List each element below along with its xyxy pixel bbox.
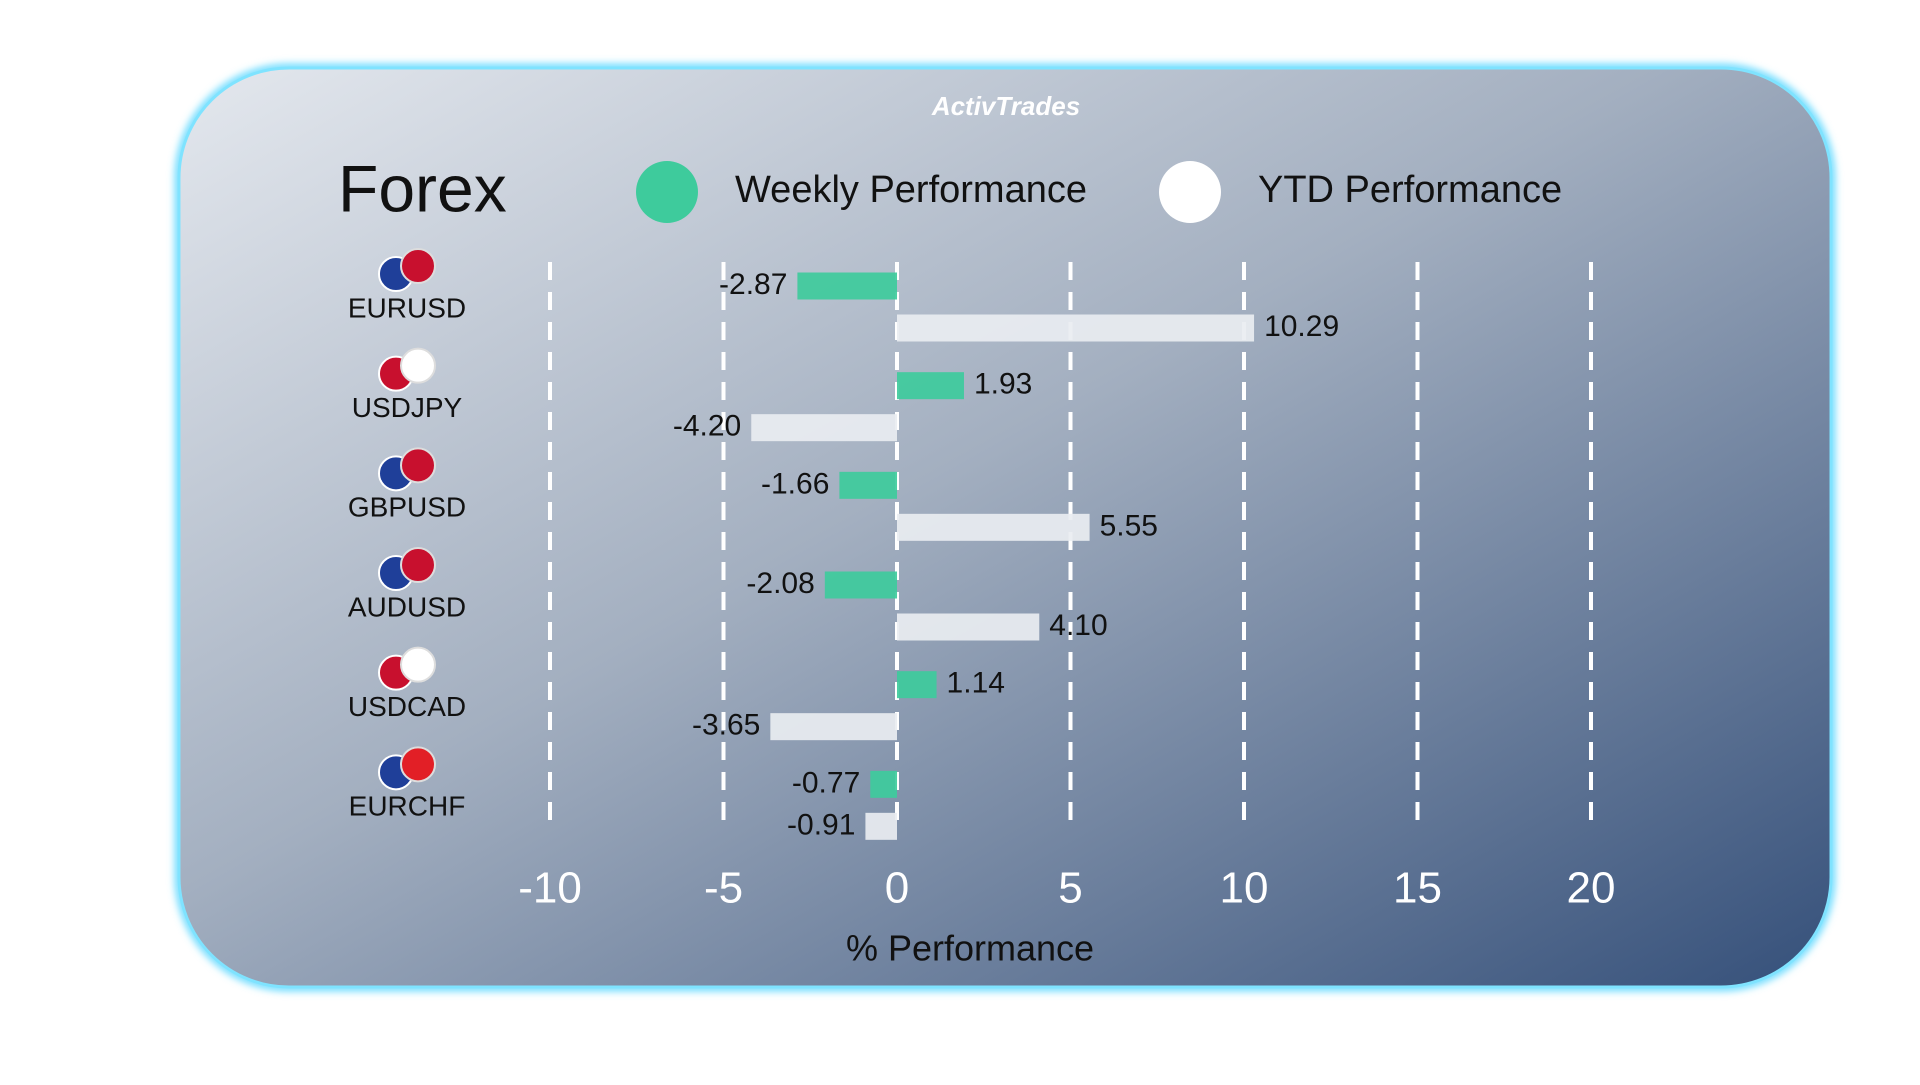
flag: [400, 347, 436, 384]
flag: [400, 447, 436, 484]
x-tick-label: -5: [704, 864, 743, 913]
category-label: USDJPY: [352, 392, 463, 423]
x-tick-label: 0: [885, 864, 909, 913]
bar: [870, 770, 897, 798]
x-tick-label: 5: [1058, 864, 1082, 913]
legend-swatch: [636, 161, 698, 223]
x-tick-label: -10: [518, 864, 582, 913]
legend-label: Weekly Performance: [735, 169, 1087, 211]
value-label: -2.08: [746, 567, 814, 600]
x-tick-label: 20: [1567, 864, 1616, 913]
value-label: 1.93: [974, 368, 1032, 401]
bar: [751, 414, 897, 442]
brand-logo: ActivTrades: [931, 91, 1080, 121]
bar: [897, 613, 1040, 641]
bar: [897, 513, 1090, 541]
value-label: 4.10: [1049, 609, 1107, 642]
category-label: EURUSD: [348, 292, 466, 323]
bar: [824, 571, 897, 599]
bar: [897, 314, 1255, 342]
bar: [839, 471, 897, 499]
flag: [400, 646, 436, 683]
chart-title: Forex: [338, 151, 507, 225]
bar: [865, 812, 897, 840]
value-label: 10.29: [1264, 310, 1339, 343]
value-label: -0.77: [792, 766, 860, 799]
category-label: AUDUSD: [348, 591, 466, 622]
value-label: 1.14: [947, 667, 1005, 700]
bar: [897, 372, 964, 400]
value-label: -0.91: [787, 808, 855, 841]
value-label: -2.87: [719, 268, 787, 301]
value-label: -1.66: [761, 467, 829, 500]
value-label: 5.55: [1100, 509, 1158, 542]
category-label: USDCAD: [348, 691, 466, 722]
legend-label: YTD Performance: [1258, 169, 1562, 211]
bar: [797, 272, 897, 300]
x-tick-label: 10: [1220, 864, 1269, 913]
bar: [897, 671, 937, 699]
category-label: EURCHF: [349, 791, 466, 822]
category-label: GBPUSD: [348, 492, 466, 523]
flag: [400, 547, 436, 583]
bar: [770, 713, 897, 741]
value-label: -3.65: [692, 709, 760, 742]
x-tick-label: 15: [1393, 864, 1442, 913]
flag: [400, 746, 436, 783]
legend-swatch: [1159, 161, 1221, 223]
flag: [400, 248, 436, 284]
value-label: -4.20: [673, 410, 741, 443]
x-axis-label: % Performance: [846, 928, 1094, 969]
